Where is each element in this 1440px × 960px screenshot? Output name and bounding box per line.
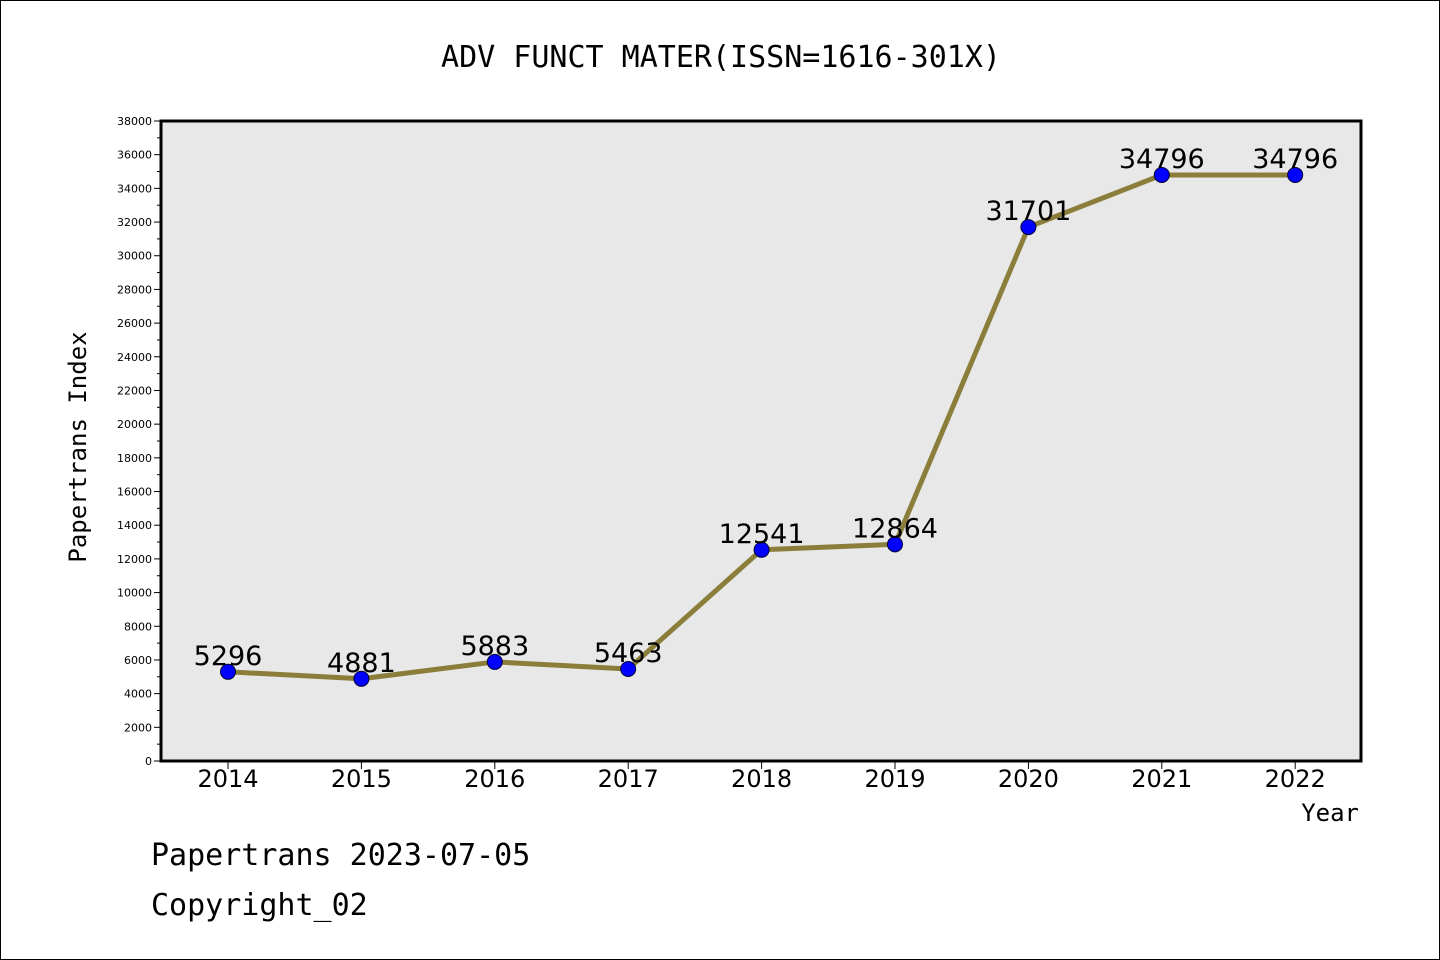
x-tick-label: 2020 [998, 765, 1059, 793]
data-label-2022: 34796 [1252, 144, 1338, 175]
data-point-2017 [620, 660, 637, 677]
x-tick-label: 2021 [1131, 765, 1192, 793]
data-point-2021 [1153, 166, 1170, 183]
x-tick-label: 2016 [464, 765, 525, 793]
y-tick-label: 12000 [117, 553, 152, 566]
y-tick-label: 30000 [117, 250, 152, 263]
y-tick-label: 6000 [124, 654, 152, 667]
y-tick-label: 2000 [124, 721, 152, 734]
footer-line-2: Copyright_02 [151, 888, 368, 923]
data-point-2016 [486, 653, 503, 670]
y-tick-label: 14000 [117, 519, 152, 532]
x-tick-label: 2017 [598, 765, 659, 793]
y-tick-label: 38000 [117, 115, 152, 128]
data-point-2015 [353, 670, 370, 687]
data-point-2020 [1020, 219, 1037, 236]
data-label-2018: 12541 [719, 519, 805, 550]
data-point-2014 [220, 663, 236, 680]
y-tick-label: 32000 [117, 216, 152, 229]
y-tick-label: 0 [145, 755, 152, 768]
y-tick-label: 16000 [117, 486, 152, 499]
x-tick-label: 2015 [331, 765, 392, 793]
data-label-2019: 12864 [852, 513, 938, 544]
x-tick-label: 2018 [731, 765, 792, 793]
y-tick-label: 22000 [117, 384, 152, 397]
y-axis: 0 2000 4000 6000 8000 10000 12000 14000 16000 180… [117, 115, 161, 768]
data-label-2015: 4881 [327, 648, 396, 679]
data-label-group: 5296 4881 5883 5463 12541 12864 31701 34796 3479… [194, 144, 1339, 679]
data-point-2019 [887, 536, 903, 553]
x-tick-label: 2019 [864, 765, 925, 793]
x-axis: 2014 2015 2016 2017 2018 2019 2020 2021 2022 [197, 761, 1326, 793]
data-label-2020: 31701 [985, 196, 1071, 227]
y-tick-label: 34000 [117, 182, 152, 195]
plot-area [161, 121, 1361, 761]
y-tick-label: 28000 [117, 283, 152, 296]
data-label-2016: 5883 [460, 631, 529, 662]
chart-title: ADV FUNCT MATER(ISSN=1616-301X) [441, 40, 1001, 75]
y-tick-label: 20000 [117, 418, 152, 431]
y-tick-label: 18000 [117, 452, 152, 465]
data-label-2021: 34796 [1119, 144, 1205, 175]
y-tick-label: 4000 [124, 688, 152, 701]
plot-border [159, 119, 1363, 763]
x-axis-label: Year [1301, 799, 1359, 827]
x-tick-label: 2022 [1265, 765, 1326, 793]
marker-group [220, 166, 1304, 687]
footer-line-1: Papertrans 2023-07-05 [151, 838, 530, 873]
y-tick-label: 8000 [124, 620, 152, 633]
data-label-2017: 5463 [594, 638, 663, 669]
data-point-2018 [753, 541, 770, 558]
y-tick-label: 26000 [117, 317, 152, 330]
x-tick-label: 2014 [197, 765, 258, 793]
y-tick-label: 36000 [117, 149, 152, 162]
y-axis-label: Papertrans Index [64, 331, 92, 562]
y-tick-label: 24000 [117, 351, 152, 364]
data-label-2014: 5296 [194, 641, 263, 672]
data-point-2022 [1287, 166, 1304, 183]
y-tick-label: 10000 [117, 587, 152, 600]
